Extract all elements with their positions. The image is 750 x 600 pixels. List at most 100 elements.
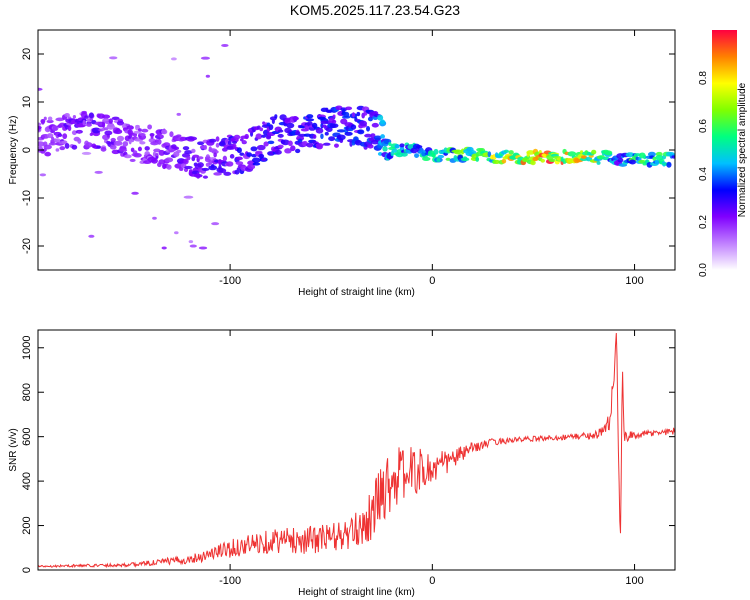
spectrum-scatter — [88, 234, 95, 238]
spectrum-cell — [239, 152, 245, 156]
spectrum-cell — [104, 130, 113, 136]
spectrum-cell — [501, 158, 507, 164]
spectrum-cell — [294, 130, 301, 136]
spectrum-cell — [157, 138, 162, 145]
spectrum-cell — [256, 144, 266, 151]
spectrum-cell — [277, 129, 284, 133]
spectrum-scatter — [221, 43, 229, 47]
spectrum-cell — [526, 150, 535, 155]
spectrum-cell — [367, 116, 373, 122]
spectrum-cell — [540, 158, 546, 163]
spectrum-cell — [277, 144, 284, 149]
spectrum-cell — [57, 133, 63, 137]
spectrogram-y-axis-label: Frequency (Hz) — [8, 116, 19, 185]
spectrum-cell — [487, 151, 492, 158]
spectrum-cell — [312, 134, 317, 139]
spectrum-cell — [226, 161, 234, 167]
spectrum-cell — [281, 139, 290, 146]
spectrum-cell — [366, 125, 371, 132]
spectrum-scatter — [152, 216, 157, 220]
spectrum-cell — [72, 115, 77, 119]
spectrum-cell — [71, 130, 77, 136]
spectrum-cell — [305, 118, 315, 122]
spectrum-cell — [671, 155, 675, 159]
spectrum-cell — [400, 152, 408, 157]
spectrum-cell — [453, 149, 463, 155]
spectrum-cell — [388, 141, 392, 146]
spectrum-cell — [287, 140, 293, 147]
snr-y-tick-label: 1000 — [21, 336, 33, 360]
spectrum-cell — [201, 167, 210, 172]
spectrum-cell — [218, 168, 227, 174]
spectrum-cell — [267, 140, 275, 145]
spectrum-cell — [422, 156, 431, 161]
spectrum-cell — [182, 146, 190, 151]
spectrum-cell — [46, 133, 54, 139]
spectrum-cell — [323, 142, 331, 146]
spectrum-cell — [530, 160, 536, 166]
spectrum-scatter — [94, 170, 103, 174]
spectrum-cell — [617, 158, 624, 163]
spectrum-cell — [203, 144, 207, 150]
spectrum-cell — [208, 159, 213, 165]
spectrum-cell — [86, 123, 92, 127]
colorbar-tick-label: 0.0 — [698, 263, 709, 277]
snr-y-tick-label: 400 — [21, 472, 33, 490]
spectrum-scatter — [139, 133, 146, 137]
spectrum-cell — [122, 141, 129, 147]
figure-title: KOM5.2025.117.23.54.G23 — [289, 2, 461, 18]
spectrum-cell — [209, 138, 217, 143]
spectrum-cell — [373, 135, 382, 140]
spectrum-cell — [258, 153, 265, 159]
spectrum-cell — [351, 112, 356, 118]
spectrum-cell — [126, 125, 134, 130]
spectrum-cell — [108, 118, 113, 124]
snr-x-axis-label: Height of straight line (km) — [298, 587, 415, 598]
spectrum-cell — [370, 133, 376, 138]
spectrum-cell — [106, 123, 115, 130]
spectrum-cell — [359, 120, 368, 127]
spectrum-cell — [320, 133, 324, 140]
spectrum-cell — [255, 133, 263, 140]
spectrum-cell — [252, 162, 261, 166]
spectrum-cell — [184, 165, 193, 170]
spectrum-cell — [141, 128, 149, 133]
spectrum-cell — [38, 125, 42, 130]
spectrum-cell — [247, 164, 256, 170]
spectrum-cell — [227, 140, 232, 146]
spectrum-cell — [91, 127, 101, 134]
spectrum-cell — [197, 141, 205, 146]
spectrum-scatter — [170, 57, 177, 61]
spectrum-cell — [223, 171, 232, 176]
spectrum-cell — [377, 152, 383, 156]
spectrum-cell — [284, 148, 292, 154]
spectrum-cell — [115, 127, 121, 132]
spectrum-cell — [625, 152, 635, 158]
spectrogram-y-tick-label: 0 — [21, 147, 33, 153]
spectrum-cell — [364, 133, 372, 138]
spectrum-scatter — [176, 112, 181, 116]
spectrogram-x-axis-label: Height of straight line (km) — [298, 287, 415, 298]
spectrum-cell — [109, 144, 117, 150]
snr-line — [38, 332, 675, 569]
spectrum-cell — [433, 148, 439, 155]
spectrum-cell — [306, 114, 314, 119]
snr-y-axis-label: SNR (v/v) — [8, 428, 19, 471]
spectrum-cell — [315, 143, 324, 148]
spectrogram-y-tick-label: -10 — [21, 190, 33, 206]
spectrum-cell — [197, 162, 204, 168]
spectrum-scatter — [183, 195, 194, 199]
spectrum-cell — [350, 124, 357, 130]
snr-frame — [37, 329, 676, 571]
spectrum-cell — [111, 116, 120, 121]
spectrum-cell — [186, 155, 191, 161]
spectrum-cell — [176, 134, 182, 138]
spectrum-cell — [96, 145, 101, 149]
snr-plot-area — [38, 332, 675, 569]
spectrum-cell — [349, 141, 353, 147]
spectrum-cell — [116, 135, 125, 142]
spectrum-cell — [59, 146, 66, 151]
spectrum-cell — [599, 155, 603, 160]
spectrum-cell — [259, 127, 264, 132]
